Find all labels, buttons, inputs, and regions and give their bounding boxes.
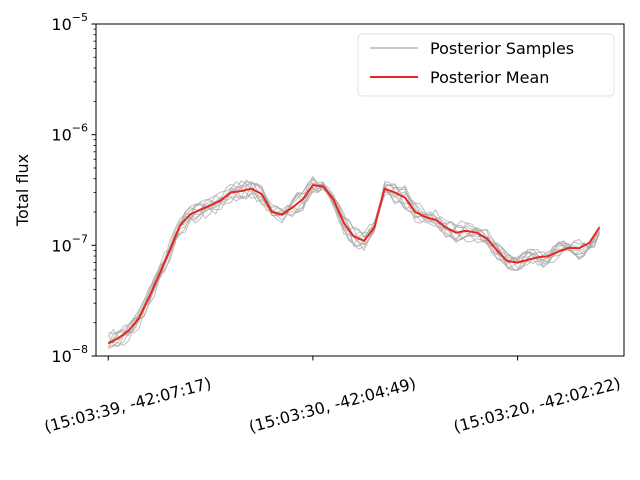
x-tick-label: (15:03:30, -42:04:49) — [247, 374, 418, 437]
x-axis: (15:03:39, -42:07:17) (15:03:30, -42:04:4… — [42, 356, 623, 436]
plot-frame — [95, 23, 625, 357]
legend-frame — [357, 33, 615, 97]
y-tick-label: 10−7 — [51, 232, 88, 255]
x-tick-label: (15:03:20, -42:02:22) — [451, 374, 622, 437]
legend: Posterior Samples Posterior Mean — [357, 33, 615, 97]
y-axis-label: Total flux — [13, 154, 32, 227]
y-axis: 10−8 10−7 10−6 10−5 — [51, 11, 96, 366]
legend-label-posterior-mean: Posterior Mean — [430, 68, 549, 87]
y-tick-label: 10−8 — [51, 343, 88, 366]
posterior-mean-layer — [107, 184, 601, 345]
posterior-sample-line — [107, 181, 600, 345]
posterior-mean-line — [107, 184, 601, 345]
posterior-sample-line — [108, 177, 600, 350]
y-tick-label: 10−6 — [51, 122, 88, 145]
posterior-sample-line — [107, 180, 600, 349]
x-tick-label: (15:03:39, -42:07:17) — [42, 374, 213, 437]
y-tick-label: 10−5 — [51, 11, 88, 34]
legend-label-posterior-samples: Posterior Samples — [430, 39, 574, 58]
